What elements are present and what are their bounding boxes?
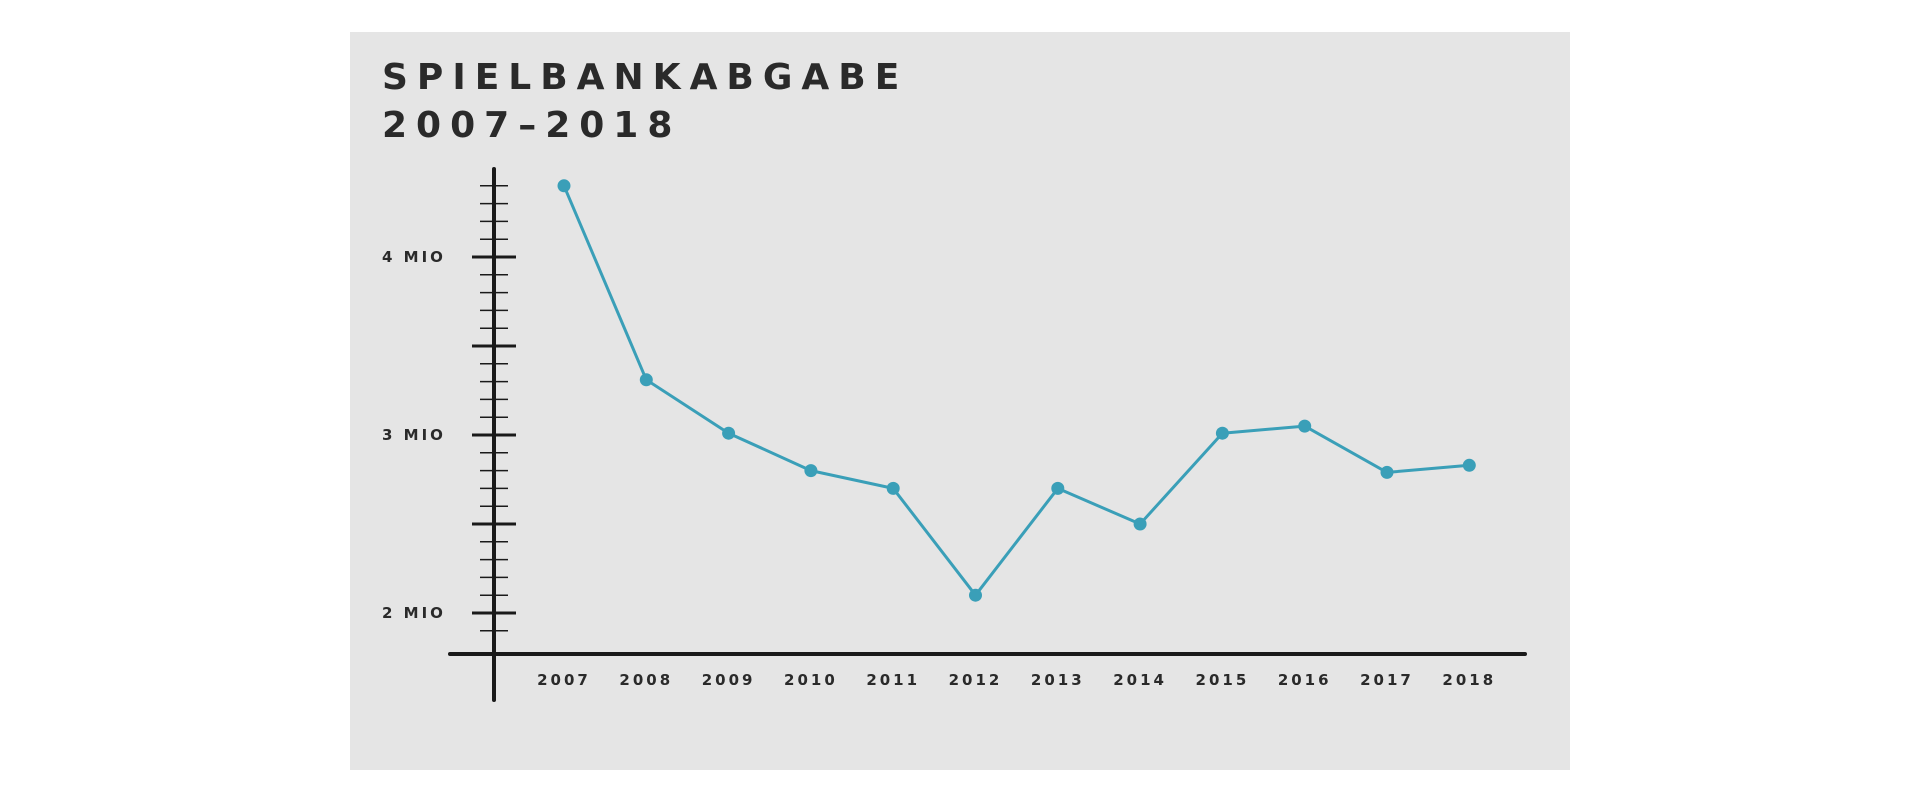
chart-title-line-1: SPIELBANKABGABE (382, 57, 909, 98)
data-point-2011 (886, 481, 900, 495)
y-tick-label: 3 MIO (382, 426, 446, 444)
x-tick-label: 2015 (1196, 671, 1250, 689)
data-point-2008 (639, 373, 653, 387)
x-tick-label: 2016 (1278, 671, 1332, 689)
x-tick-label: 2012 (949, 671, 1003, 689)
data-point-2013 (1051, 481, 1065, 495)
data-point-2010 (804, 464, 818, 478)
x-tick-label: 2008 (619, 671, 673, 689)
data-point-2014 (1133, 517, 1147, 531)
data-point-2016 (1298, 419, 1312, 433)
data-point-2009 (722, 426, 736, 440)
series-line (562, 185, 1470, 597)
data-point-2017 (1380, 465, 1394, 479)
chart-title: SPIELBANKABGABE 2007–2018 (382, 54, 908, 150)
chart-title-line-2: 2007–2018 (382, 105, 682, 146)
data-point-2018 (1462, 458, 1476, 472)
x-tick-label: 2013 (1031, 671, 1085, 689)
x-tick-label: 2011 (866, 671, 920, 689)
x-tick-label: 2010 (784, 671, 838, 689)
line-chart: 2 MIO 3 MIO 4 MIO 2007 2008 2009 2010 2011 2012 2… (382, 167, 1527, 702)
data-point-2012 (969, 588, 982, 602)
x-tick-label: 2014 (1113, 671, 1167, 689)
x-tick-label: 2007 (537, 671, 591, 689)
x-tick-label: 2017 (1360, 671, 1414, 689)
x-tick-label: 2018 (1442, 671, 1496, 689)
chart-panel: SPIELBANKABGABE 2007–2018 2 MIO 3 MIO 4 MI… (350, 32, 1570, 770)
y-tick-label: 2 MIO (382, 604, 446, 622)
data-point-2007 (557, 179, 571, 193)
data-point-2015 (1215, 426, 1229, 440)
x-tick-label: 2009 (702, 671, 756, 689)
y-tick-label: 4 MIO (382, 248, 446, 266)
